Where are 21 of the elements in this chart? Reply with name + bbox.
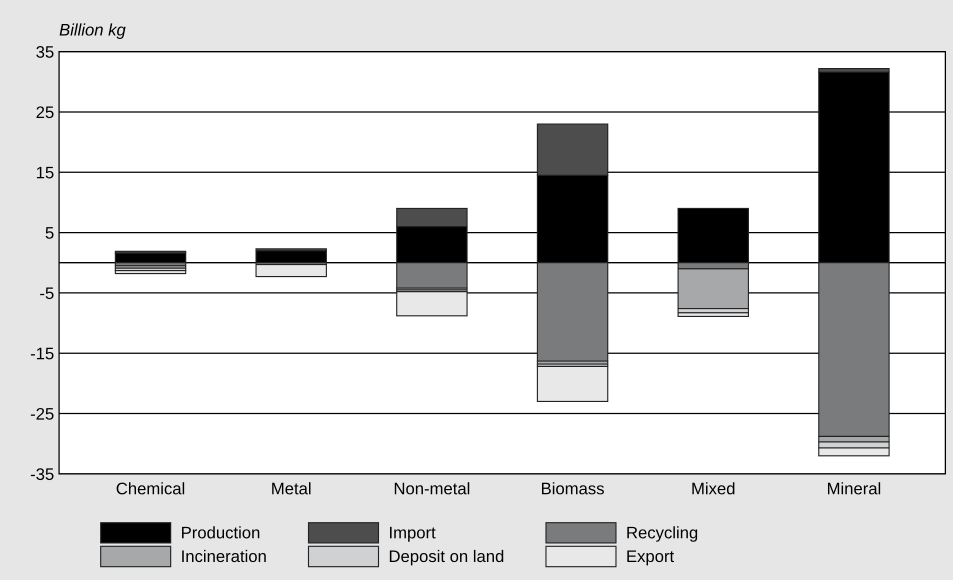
legend-label: Export [627, 550, 674, 566]
x-tick-label: Metal [272, 482, 310, 494]
legend-label: Import [390, 526, 436, 542]
y-axis-title: Billion kg [60, 23, 126, 39]
y-tick-label: 35 [36, 46, 54, 58]
y-tick-label: 15 [36, 166, 54, 178]
y-tick-label: -5 [40, 287, 54, 300]
y-tick-label: -15 [30, 348, 54, 360]
x-tick-label: Mixed [692, 482, 734, 494]
legend-label: Deposit on land [390, 550, 504, 566]
legend-label: Production [182, 526, 260, 538]
x-tick-label: Non-metal [394, 482, 470, 494]
legend-label: Recycling [627, 526, 698, 542]
y-tick-label: 5 [46, 227, 54, 239]
y-tick-label: -25 [30, 408, 54, 420]
x-tick-label: Biomass [542, 482, 604, 494]
legend-label: Incineration [182, 550, 266, 562]
x-tick-label: Chemical [116, 482, 184, 494]
y-tick-label: 25 [36, 106, 54, 118]
x-tick-label: Mineral [828, 482, 880, 494]
y-tick-label: -35 [30, 468, 54, 480]
